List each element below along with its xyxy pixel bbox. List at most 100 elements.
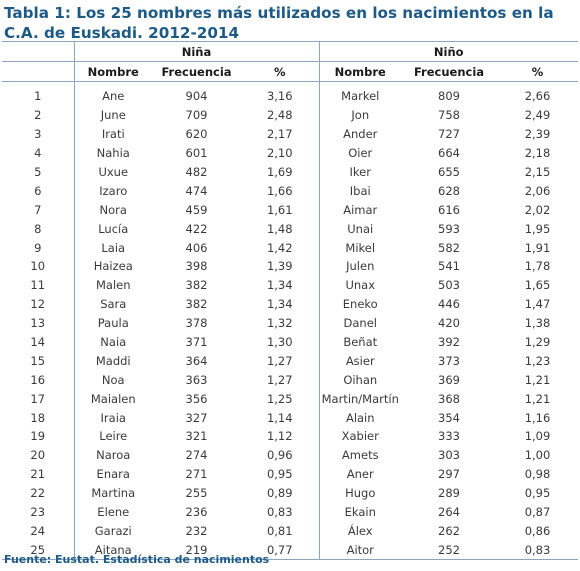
nina-freq-cell: 274 [185,448,208,463]
nina-name-cell: Malen [73,275,152,295]
nina-name-cell: Martina [73,483,152,503]
table-row: 22 Martina 255 0,89 Hugo 289 0,95 [2,483,578,503]
nina-pct-cell: 0,83 [266,505,293,520]
nina-name-cell: Maialen [73,389,152,409]
nina-pct-cell: 0,81 [266,523,293,538]
nina-freq-cell: 601 [185,146,208,161]
rank-cell: 20 [30,448,46,463]
rank-cell: 8 [34,221,42,236]
nino-pct-cell: 1,38 [524,316,551,331]
nina-pct-cell: 1,27 [266,372,293,387]
nina-freq-cell: 459 [185,202,208,217]
column-header-row: Nombre Frecuencia % Nombre Frecuencia % [2,61,579,82]
table-row: 23 Elene 236 0,83 Ekain 264 0,87 [2,502,578,522]
table-row: 25 Aitana 219 0,77 Aitor 252 0,83 [2,540,579,561]
nina-freq-cell: 356 [185,391,208,406]
nino-pct-cell: 0,83 [497,540,579,561]
nina-name-cell: Ane [73,87,152,106]
nina-freq-cell: 236 [185,505,208,520]
table-row: 18 Iraia 327 1,14 Alain 354 1,16 [2,408,578,428]
nino-freq-cell: 628 [438,183,460,198]
nina-freq-cell: 474 [185,183,208,198]
nino-pct-header: % [497,61,579,82]
table-row: 4 Nahia 601 2,10 Oier 664 2,18 [2,143,578,163]
nino-pct-cell: 1,23 [524,353,551,368]
rank-subheader [2,61,74,82]
table-row: 16 Noa 363 1,27 Oihan 369 1,21 [2,370,578,390]
nino-pct-cell: 1,29 [524,335,551,350]
nina-freq-cell: 382 [185,278,208,293]
nina-pct-header: % [241,61,319,82]
nino-name-cell: Martin/Martín [318,389,401,409]
nino-freq-cell: 664 [438,146,460,161]
source-note: Fuente: Eustat. Estadística de nacimient… [4,553,270,566]
nino-freq-cell: 252 [401,540,497,561]
nina-pct-cell: 1,61 [266,202,293,217]
table-row: 20 Naroa 274 0,96 Amets 303 1,00 [2,445,578,465]
nina-name-cell: Izaro [73,181,152,201]
nino-freq-cell: 758 [438,108,460,123]
nino-freq-cell: 420 [438,316,460,331]
table-row: 2 June 709 2,48 Jon 758 2,49 [2,105,578,125]
nina-freq-cell: 219 [152,540,241,561]
nina-pct-cell: 1,48 [266,221,293,236]
rank-cell: 11 [30,278,46,293]
nina-pct-cell: 1,14 [266,410,293,425]
table-row: 9 Laia 406 1,42 Mikel 582 1,91 [2,238,578,258]
nino-name-cell: Ibai [318,181,401,201]
table-row: 8 Lucía 422 1,48 Unai 593 1,95 [2,219,578,239]
spacer-row [2,81,578,87]
rank-cell: 22 [30,486,46,501]
nino-pct-cell: 2,66 [524,89,551,104]
rank-cell: 24 [30,523,46,538]
nina-pct-cell: 1,27 [266,353,293,368]
nino-pct-cell: 0,98 [524,467,551,482]
nino-pct-cell: 1,09 [524,429,551,444]
rank-cell: 2 [34,108,42,123]
rank-cell: 4 [34,146,42,161]
nino-name-cell: Ander [318,124,401,144]
nino-pct-cell: 0,86 [524,523,551,538]
nino-freq-cell: 297 [438,467,460,482]
nino-name-cell: Aimar [318,200,401,220]
rank-header [2,41,74,62]
table-row: 6 Izaro 474 1,66 Ibai 628 2,06 [2,181,578,201]
nina-pct-cell: 0,96 [266,448,293,463]
nina-name-cell: June [73,105,152,125]
nina-freq-cell: 378 [185,316,208,331]
nino-pct-cell: 1,00 [524,448,551,463]
nino-pct-cell: 2,15 [524,165,551,179]
table-row: 1 Ane 904 3,16 Markel 809 2,66 [2,87,578,106]
nina-pct-cell: 1,12 [266,429,293,444]
nina-freq-cell: 482 [185,165,208,179]
table-title: Tabla 1: Los 25 nombres más utilizados e… [4,4,554,42]
nino-freq-cell: 289 [438,486,460,501]
nino-pct-cell: 0,95 [524,486,551,501]
rank-cell: 14 [30,335,46,350]
nino-pct-cell: 1,16 [524,410,551,425]
nina-pct-cell: 0,95 [266,467,293,482]
group-nina-header: Niña [73,41,320,62]
nina-freq-cell: 371 [185,335,208,350]
nina-name-cell: Iraia [73,408,152,428]
nina-freq-cell: 382 [185,297,208,312]
nino-name-cell: Beñat [318,332,401,352]
table-row: 24 Garazi 232 0,81 Álex 262 0,86 [2,521,578,541]
nina-freq-cell: 364 [185,353,208,368]
nino-name-cell: Hugo [318,483,401,503]
rank-cell: 21 [30,467,46,482]
rank-cell: 13 [30,316,46,331]
nino-pct-cell: 2,18 [524,146,551,161]
nino-name-cell: Iker [318,162,401,182]
nino-name-cell: Danel [318,313,401,333]
table-row: 14 Naia 371 1,30 Beñat 392 1,29 [2,332,578,352]
nina-pct-cell: 2,10 [266,146,293,161]
nino-pct-cell: 1,78 [524,259,551,274]
nino-name-cell: Oier [318,143,401,163]
nino-name-cell: Asier [318,351,401,371]
rank-cell: 16 [30,372,46,387]
nino-name-cell: Aitor [318,540,401,561]
nina-pct-cell: 1,34 [266,297,293,312]
nina-pct-cell: 1,25 [266,391,293,406]
nina-name-cell: Laia [73,238,152,258]
